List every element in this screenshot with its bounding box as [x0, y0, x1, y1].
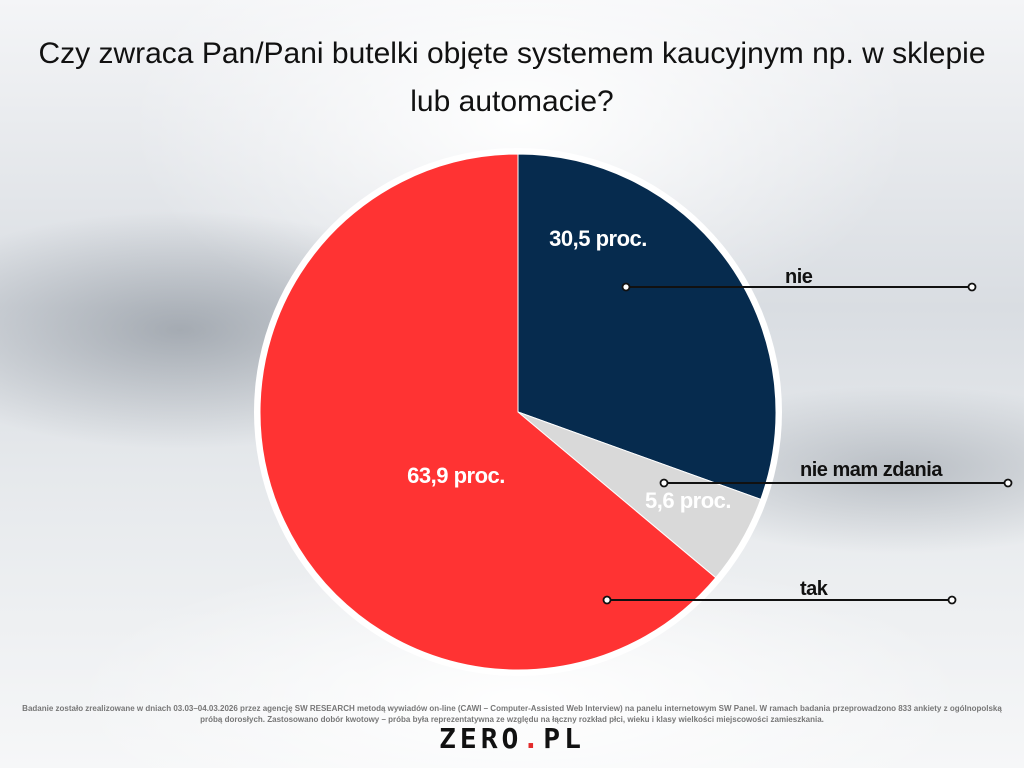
category-label-nie-mam-zdania: nie mam zdania [800, 459, 943, 481]
leader-dot-start-tak [602, 595, 612, 605]
category-label-nie: nie [785, 266, 813, 288]
logo: ZERO.PL [0, 722, 1024, 755]
chart-title: Czy zwraca Pan/Pani butelki objęte syste… [38, 37, 986, 118]
pie-slice-tak [259, 153, 717, 671]
logo-dot: . [522, 722, 544, 755]
leader-dot-start-nie [621, 282, 631, 292]
category-label-tak: tak [800, 578, 829, 600]
pie-slice-nie [517, 153, 777, 501]
slice-value-label-nie: 30,5 proc. [549, 226, 647, 251]
leader-dot-end-tak [947, 595, 957, 605]
leader-dot-end-nie [967, 282, 977, 292]
leader-dot-start-nie-mam-zdania [659, 478, 669, 488]
leader-dot-end-nie-mam-zdania [1003, 478, 1013, 488]
slice-value-label-nie-mam-zdania: 5,6 proc. [645, 488, 731, 513]
logo-part-pl: PL [543, 722, 585, 755]
logo-part-zero: ZERO [438, 722, 523, 755]
slice-value-label-tak: 63,9 proc. [407, 463, 505, 488]
survey-footnote: Badanie zostało zrealizowane w dniach 03… [22, 704, 1002, 724]
